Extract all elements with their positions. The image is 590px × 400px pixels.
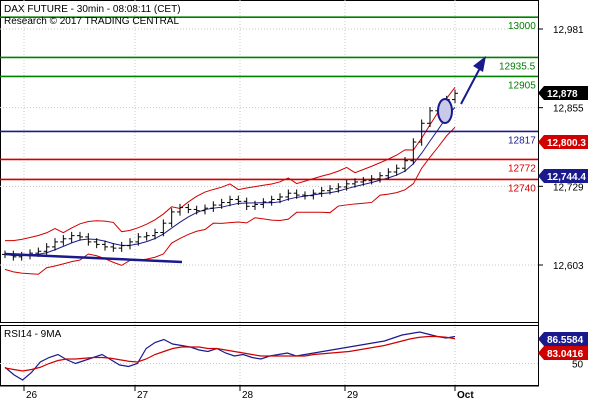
research-credit: Research © 2017 TRADING CENTRAL [4, 16, 179, 27]
x-tick-label: 29 [347, 390, 359, 400]
x-tick-label: 26 [26, 390, 38, 400]
value-badge-label: 12,744.4 [547, 172, 586, 183]
y-tick-label: 12,729 [553, 182, 584, 193]
value-badge [538, 332, 588, 346]
y-tick-label: 12,603 [553, 261, 584, 272]
x-tick-label: 27 [137, 390, 149, 400]
up-arrow-shaft [460, 67, 481, 105]
value-badge-label: 86.5584 [547, 335, 584, 346]
highlight-ellipse [437, 98, 453, 124]
value-badge [538, 346, 588, 360]
value-badge [538, 135, 588, 149]
trendline [4, 252, 183, 264]
rsi-tick-label: 50 [572, 360, 584, 371]
price-panel-frame [0, 0, 539, 323]
value-badge [538, 86, 588, 100]
level-label: 12905 [508, 80, 536, 91]
value-badges: 12,878 12,800.3 12,744.4 86.5584 83.0416 [538, 86, 588, 360]
up-arrow-head [473, 56, 486, 72]
x-tick-label: Oct [457, 390, 474, 400]
y-tick-label: 12,855 [553, 104, 584, 115]
lower-band [4, 126, 456, 275]
value-badge-label: 12,800.3 [547, 138, 586, 149]
instrument-title: DAX FUTURE - 30min - 08:08:11 (CET) [4, 4, 181, 15]
rsi-line-9ma [4, 335, 456, 372]
value-badge-label: 83.0416 [547, 349, 584, 360]
x-tick-label: 28 [242, 390, 254, 400]
value-badge [538, 169, 588, 183]
axis-labels: 12,603 12,729 12,855 12,981 50 26 27 28 29 Oct [23, 25, 584, 400]
level-label: 12935.5 [499, 61, 536, 72]
y-tick-label: 12,981 [553, 25, 584, 36]
level-label: 12740 [508, 183, 536, 194]
rsi-line-rsi14 [4, 331, 456, 381]
trend-annotations [4, 56, 486, 264]
grid-lines [0, 0, 538, 386]
value-badge-label: 12,878 [547, 89, 578, 100]
upper-band [5, 87, 456, 242]
level-label: 13000 [508, 21, 536, 32]
support-resistance-levels: 13000 12935.5 12905 12817 12772 12740 [0, 16, 538, 194]
level-label: 12817 [508, 135, 536, 146]
rsi-series [4, 331, 456, 381]
rsi-title: RSI14 - 9MA [4, 329, 62, 340]
level-label: 12772 [508, 163, 536, 174]
